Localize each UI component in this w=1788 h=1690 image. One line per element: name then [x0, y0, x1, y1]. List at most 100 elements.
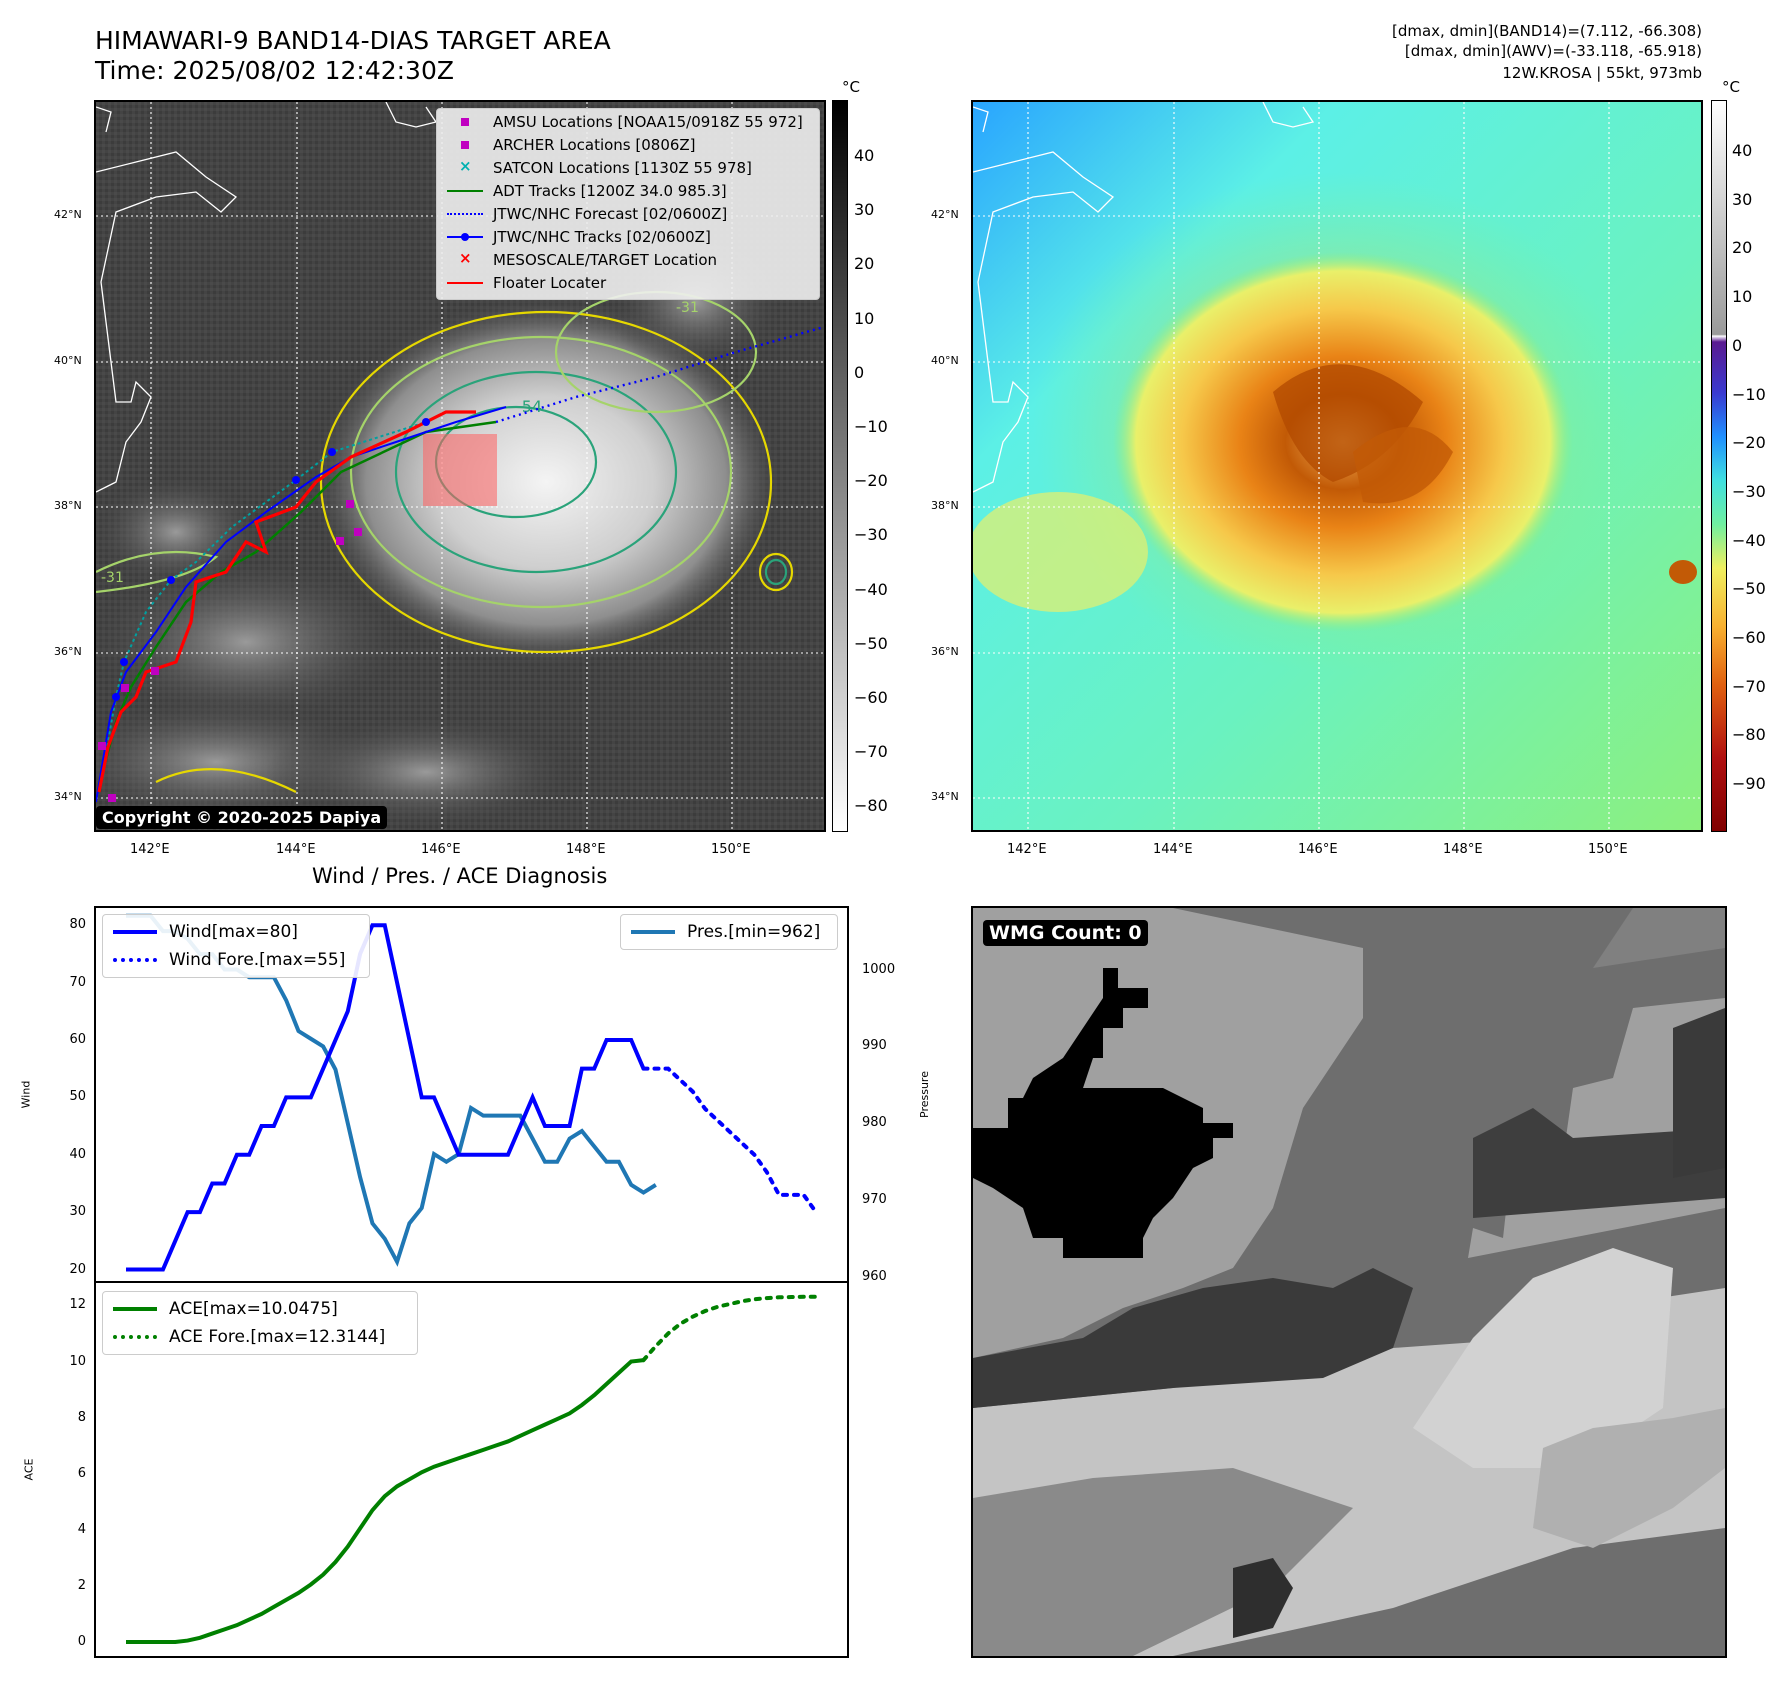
colorbar-tick: −60: [854, 688, 888, 707]
floater-line-icon: [445, 272, 485, 294]
legend-amsu: AMSU Locations [NOAA15/0918Z 55 972]: [445, 111, 803, 133]
legend-floater: Floater Locater: [445, 272, 606, 294]
awv-lat-38: 38°N: [931, 499, 959, 512]
y-tick-label: 6: [77, 1465, 86, 1481]
awv-colorbar: [1711, 100, 1727, 832]
legend-forecast-label: JTWC/NHC Forecast [02/0600Z]: [493, 205, 728, 223]
legend-wind-label: Wind[max=80]: [169, 922, 298, 942]
awv-range: [dmax, dmin](AWV)=(-33.118, -65.918): [1404, 42, 1702, 60]
colorbar-tick: −90: [1732, 774, 1766, 794]
colorbar-tick: 20: [854, 254, 875, 274]
awv-lat-36: 36°N: [931, 645, 959, 658]
wind-pressure-chart: Wind[max=80] Wind Fore.[max=55] Pres.[mi…: [94, 906, 849, 1283]
ir-legend: AMSU Locations [NOAA15/0918Z 55 972] ARC…: [436, 108, 820, 300]
awv-lat-34: 34°N: [931, 790, 959, 803]
legend-mesoscale-label: MESOSCALE/TARGET Location: [493, 251, 718, 269]
wmg-panel: WMG Count: 0: [971, 906, 1727, 1658]
copyright-badge: Copyright © 2020-2025 Dapiya: [96, 806, 388, 829]
colorbar-tick: −70: [1732, 676, 1766, 696]
awv-lon-148: 148°E: [1443, 842, 1483, 857]
ace-line: [126, 1358, 644, 1644]
legend-ace-label: ACE[max=10.0475]: [169, 1299, 338, 1319]
chart-title: Wind / Pres. / ACE Diagnosis: [312, 864, 608, 888]
legend-floater-label: Floater Locater: [493, 274, 607, 292]
ir-lon-144: 144°E: [276, 842, 316, 857]
colorbar-tick: −50: [1732, 579, 1766, 599]
pressure-axis-label: Pressure: [917, 1071, 931, 1118]
ir-colorbar-unit: °C: [842, 78, 860, 96]
band14-range: [dmax, dmin](BAND14)=(7.112, -66.308): [1391, 22, 1702, 40]
legend-archer-label: ARCHER Locations [0806Z]: [493, 136, 696, 154]
awv-lon-150: 150°E: [1588, 842, 1628, 857]
awv-lat-42: 42°N: [931, 208, 959, 221]
y-tick-label: 30: [69, 1204, 86, 1220]
colorbar-tick: −40: [854, 579, 888, 599]
ir-lat-42: 42°N: [54, 208, 82, 221]
ir-lon-150: 150°E: [711, 842, 751, 857]
ir-map: -54 -31 -31 Copyright © 2020-2025 Dapiya…: [94, 100, 826, 832]
ace-legend: ACE[max=10.0475] ACE Fore.[max=12.3144]: [102, 1291, 418, 1355]
y-tick-label: 8: [77, 1409, 86, 1425]
amsu-marker-icon: [445, 111, 485, 133]
colorbar-tick: −20: [854, 471, 888, 491]
colorbar-tick: −30: [854, 525, 888, 545]
y-tick-label: 70: [69, 974, 86, 990]
legend-ace: ACE[max=10.0475]: [113, 1296, 338, 1322]
ir-lon-148: 148°E: [566, 842, 606, 857]
y-tick-label: 0: [77, 1633, 86, 1649]
y-tick-label: 10: [69, 1353, 86, 1369]
legend-ace-fore-label: ACE Fore.[max=12.3144]: [169, 1327, 386, 1347]
wind-dotted-icon: [113, 958, 157, 962]
y-tick-label: 60: [69, 1031, 86, 1047]
legend-adt: ADT Tracks [1200Z 34.0 985.3]: [445, 180, 727, 202]
awv-lon-142: 142°E: [1007, 842, 1047, 857]
y-tick-label: 20: [69, 1261, 86, 1277]
y-tick-label: 970: [862, 1192, 887, 1208]
figure-time: Time: 2025/08/02 12:42:30Z: [95, 56, 454, 85]
ir-lon-146: 146°E: [421, 842, 461, 857]
pressure-legend: Pres.[min=962]: [620, 914, 838, 950]
colorbar-tick: 0: [1732, 335, 1743, 355]
colorbar-tick: −20: [1732, 433, 1766, 453]
y-tick-label: 12: [69, 1297, 86, 1313]
colorbar-tick: 30: [1732, 189, 1753, 209]
colorbar-tick: 40: [1732, 141, 1753, 160]
colorbar-tick: −30: [1732, 481, 1766, 501]
pressure-solid-icon: [631, 930, 675, 934]
ir-lat-38: 38°N: [54, 499, 82, 512]
colorbar-tick: 30: [854, 200, 875, 220]
ir-lat-34: 34°N: [54, 790, 82, 803]
awv-map: [971, 100, 1703, 832]
satcon-x-icon: ×: [459, 157, 472, 175]
ace-plot: [126, 1294, 818, 1644]
legend-pressure: Pres.[min=962]: [631, 919, 820, 945]
legend-mesoscale: × MESOSCALE/TARGET Location: [445, 249, 717, 271]
awv-colorbar-unit: °C: [1722, 78, 1740, 96]
awv-lon-146: 146°E: [1298, 842, 1338, 857]
contour-label-31b: -31: [676, 300, 699, 316]
wmg-count-badge: WMG Count: 0: [983, 920, 1148, 946]
wind-forecast-line: [641, 1066, 818, 1215]
archer-marker-icon: [445, 134, 485, 156]
adt-line-icon: [445, 180, 485, 202]
legend-amsu-label: AMSU Locations [NOAA15/0918Z 55 972]: [493, 113, 803, 131]
contour-label-31a: -31: [101, 570, 124, 586]
awv-lon-144: 144°E: [1153, 842, 1193, 857]
y-tick-label: 40: [69, 1146, 86, 1162]
legend-pressure-label: Pres.[min=962]: [687, 922, 821, 942]
wind-axis-label: Wind: [19, 1080, 33, 1109]
ir-colorbar: [832, 100, 848, 832]
forecast-dotted-icon: [445, 203, 485, 225]
colorbar-tick: −60: [1732, 628, 1766, 647]
target-box: [423, 434, 497, 506]
colorbar-tick: −40: [1732, 530, 1766, 550]
storm-info: 12W.KROSA | 55kt, 973mb: [1502, 64, 1702, 82]
mesoscale-x-icon: ×: [459, 249, 472, 267]
colorbar-tick: 10: [854, 308, 875, 328]
colorbar-tick: 40: [854, 146, 875, 165]
legend-wind-fore: Wind Fore.[max=55]: [113, 947, 345, 973]
y-tick-label: 4: [77, 1521, 86, 1537]
wind-legend: Wind[max=80] Wind Fore.[max=55]: [102, 914, 370, 978]
colorbar-tick: 0: [854, 362, 865, 382]
colorbar-tick: −70: [854, 742, 888, 762]
